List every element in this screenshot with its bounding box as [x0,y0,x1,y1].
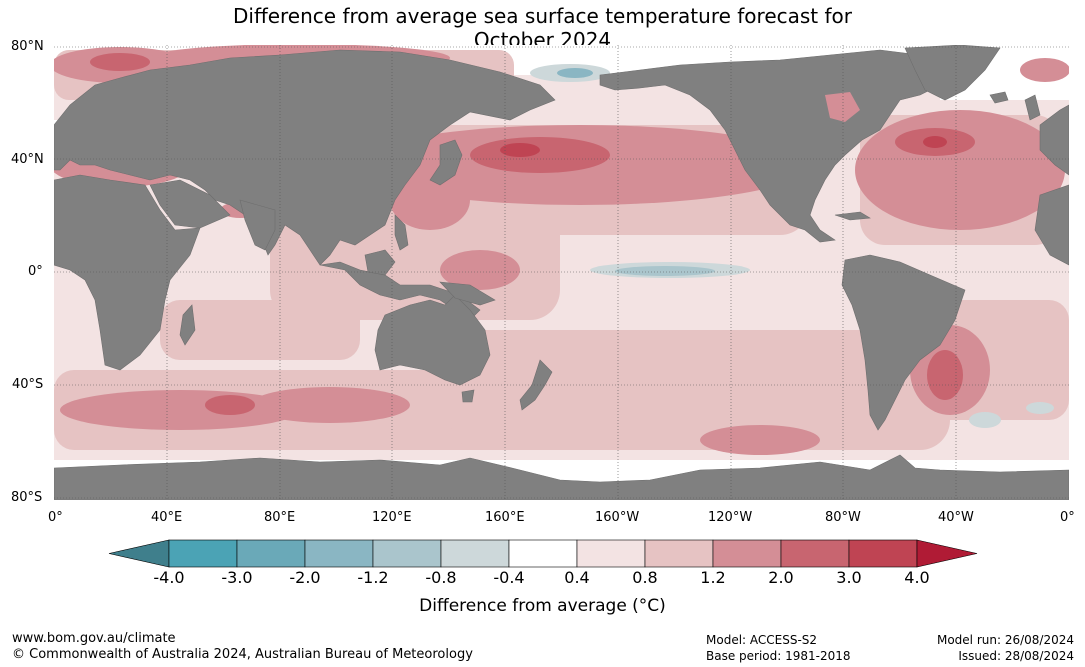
map-title: Difference from average sea surface temp… [0,4,1085,52]
kuroshio-extension-strong [470,137,610,173]
iceland [989,91,1009,104]
colorbar-bin [848,539,918,568]
uk [1024,94,1041,121]
madagascar [179,304,196,346]
tasmania [461,389,475,403]
south-pacific-moderate [450,330,950,450]
antarctica [54,454,1069,500]
eurasia [54,49,556,266]
anomaly-layer-cool [530,64,1054,428]
indian-ocean-moderate [160,300,360,360]
footer-copyright: © Commonwealth of Australia 2024, Austra… [12,647,473,662]
borneo [364,249,396,276]
colorbar-bin [304,539,374,568]
map-panel [54,45,1069,500]
colorbar-tick-label: 4.0 [904,568,930,587]
colorbar-tick-label: -4.0 [153,568,185,587]
colorbar-bin [168,539,238,568]
colorbar-tick-label: -0.8 [425,568,457,587]
africa-east-edge [1034,184,1069,266]
new-guinea [439,281,496,306]
lat-label-40s: 40°S [12,377,44,392]
colorbar-title: Difference from average (°C) [419,596,666,616]
south-atlantic-cool [969,412,1001,428]
southeast-pacific-warm [700,425,820,455]
colorbar-tick-label: 1.2 [700,568,726,587]
colorbar-tick-label: -0.4 [493,568,525,587]
kuroshio-core [500,143,540,157]
colorbar-bin [644,539,714,568]
anomaly-layer-very-strong-warm [500,136,947,157]
lon-label-40w: 40°W [938,510,974,525]
south-america [841,254,966,431]
lon-label-120w: 120°W [708,510,753,525]
south-atlantic-cool-east [1026,402,1054,414]
lat-label-80s: 80°S [11,490,43,505]
colorbar-tick-label: 0.4 [564,568,590,587]
arabia [149,179,231,229]
equatorial-pacific-cool-inner [615,266,715,276]
footer-issued: Issued: 28/08/2024 [958,649,1074,663]
lat-label-0: 0° [28,264,43,279]
footer-base-period: Base period: 1981-2018 [706,649,851,663]
colorbar-tick-label: 2.0 [768,568,794,587]
lon-label-80e: 80°E [264,510,296,525]
colorbar-tick-label: -1.2 [357,568,389,587]
colorbar-tick-label: 0.8 [632,568,658,587]
colorbar-bin [440,539,510,568]
colorbar-bin [576,539,646,568]
north-america [599,49,951,243]
greenland [904,45,1001,101]
lat-label-40n: 40°N [11,152,44,167]
footer-model-run: Model run: 26/08/2024 [936,633,1074,647]
colorbar-tick-label: -2.0 [289,568,321,587]
europe-east [1039,104,1069,176]
japan [429,139,463,186]
colorbar-tick-label: -3.0 [221,568,253,587]
new-zealand [519,359,553,411]
footer-model: Model: ACCESS-S2 [706,633,818,647]
lon-label-160e: 160°E [485,510,525,525]
lon-label-0-right: 0° [1060,510,1075,525]
colorbar-tick-label: 3.0 [836,568,862,587]
south-of-australia-warm [250,387,410,423]
east-china-sea-warm [390,170,470,230]
graticule [54,45,1069,500]
australia [374,294,491,386]
north-atlantic-warm-pool [855,110,1065,230]
southern-indian-strong [205,395,255,415]
western-pacific-warm [440,250,520,290]
india [239,199,276,251]
barents-sea-strong [90,53,150,71]
colorbar [108,539,978,568]
colorbar-bin [508,539,578,568]
lon-label-40e: 40°E [151,510,183,525]
africa [54,174,201,371]
cuba [834,211,871,221]
land-masses [54,45,1069,500]
gulf-stream-core [923,136,947,148]
lon-label-120e: 120°E [372,510,412,525]
hudson-bay [825,92,860,122]
brazil-malvinas-strong [927,350,963,400]
bering-sea-cool-inner [557,68,593,78]
colorbar-bin [780,539,850,568]
lon-label-0-left: 0° [48,510,63,525]
colorbar-extend-low [108,539,170,568]
colorbar-bin [372,539,442,568]
norwegian-sea-warm [1020,58,1069,82]
footer-website: www.bom.gov.au/climate [12,631,176,646]
lon-label-160w: 160°W [595,510,640,525]
philippines [394,214,409,251]
colorbar-extend-high [916,539,978,568]
title-line-1: Difference from average sea surface temp… [232,4,852,28]
colorbar-bin [712,539,782,568]
colorbar-bin [236,539,306,568]
lat-label-80n: 80°N [11,39,44,54]
lon-label-80w: 80°W [825,510,861,525]
